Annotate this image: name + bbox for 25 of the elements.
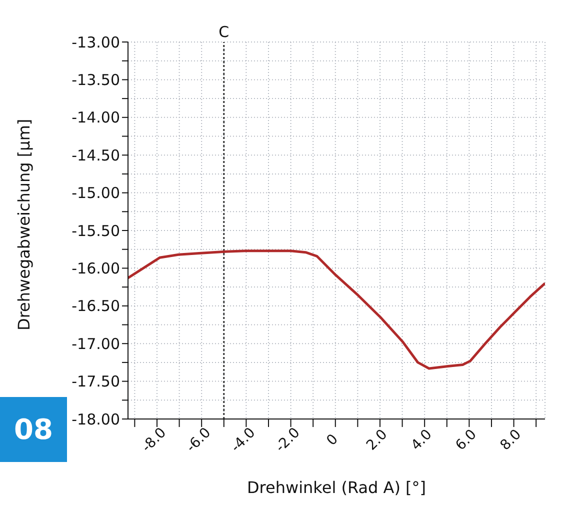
x-tick-label: -4.0 [228, 424, 259, 456]
x-axis-title: Drehwinkel (Rad A) [°] [246, 478, 426, 497]
y-tick-label: -15.50 [72, 222, 120, 240]
x-tick-label: 4.0 [408, 426, 436, 454]
y-tick-label: -13.50 [72, 71, 120, 90]
x-tick-label: -6.0 [183, 424, 214, 456]
y-axis-title: Drehwegabweichung [µm] [14, 118, 34, 330]
text: 08 [0, 397, 67, 462]
y-tick-label: -17.50 [72, 372, 120, 391]
y-tick-label: -15.00 [72, 184, 120, 202]
ref-line-label: C [218, 23, 230, 41]
y-tick-label: -18.00 [72, 410, 120, 428]
y-tick-label: -16.00 [72, 260, 120, 278]
x-tick-label: -8.0 [138, 424, 170, 456]
y-tick-label: -13.00 [72, 33, 120, 52]
y-tick-label: -16.50 [72, 297, 120, 316]
x-tick-label: 8.0 [497, 426, 524, 454]
x-tick-label: 2.0 [364, 426, 391, 454]
x-tick-label: -2.0 [272, 424, 304, 456]
line-series [128, 250, 545, 370]
x-tick-label: 6.0 [452, 426, 480, 454]
y-tick-label: -14.50 [72, 146, 120, 164]
x-tick-label: 0 [324, 431, 342, 449]
y-tick-label: -17.00 [72, 334, 120, 353]
y-tick-label: -14.00 [72, 108, 120, 127]
